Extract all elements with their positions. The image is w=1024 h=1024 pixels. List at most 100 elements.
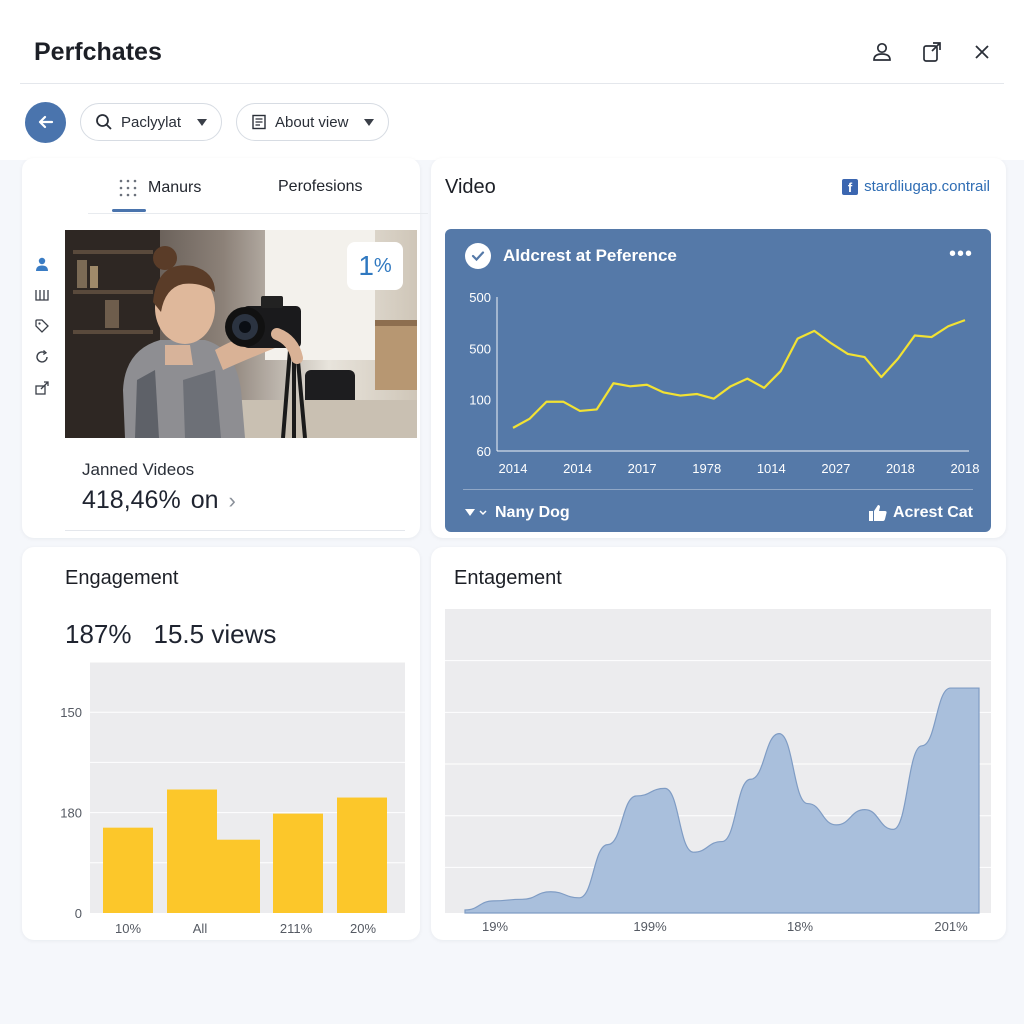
view-dropdown[interactable]: About view [236,103,390,141]
x-tick-label: 19% [482,919,508,934]
bar [167,789,217,913]
facebook-icon: f [842,178,859,195]
y-tick-label: 150 [60,705,82,720]
refresh-icon[interactable] [34,349,50,365]
user-icon[interactable] [870,40,894,64]
view-dropdown-label: About view [275,113,349,131]
divider [65,530,405,531]
x-tick-label: 2018 [951,461,980,476]
back-button[interactable] [25,101,66,143]
x-tick-label: 1014 [757,461,786,476]
tab-manurs[interactable]: Manurs [118,178,201,198]
footer-right-label: Acrest Cat [892,504,973,521]
x-tick-label: 211% [280,921,313,936]
nany-dog-toggle[interactable]: Nany Dog [465,504,570,522]
performance-panel: Aldcrest at Peference ••• 500 500 100 60 201… [445,229,991,532]
tab-label: Perofesions [278,178,363,195]
footer-left-label: Nany Dog [495,504,570,521]
x-tick-label: 20% [350,921,376,936]
panel-footer: Nany Dog Acrest Cat [463,489,973,521]
chevron-down-icon [364,118,375,126]
search-dropdown[interactable]: Paclyylat [80,103,223,141]
engagement-title: Engagement [65,567,179,589]
tag-icon[interactable] [34,318,50,334]
panel-title: Aldcrest at Peference [503,246,677,265]
video-card-title: Video [445,176,496,198]
thumbs-up-icon [868,505,887,521]
x-tick-label: 2017 [628,461,657,476]
close-icon[interactable] [970,40,994,64]
bar [212,839,260,913]
x-tick-label: 2018 [886,461,915,476]
video-thumbnail[interactable]: 1% [65,230,417,438]
engagement-views: 15.5 views [154,619,277,650]
chevron-down-icon [197,118,208,126]
bar [103,827,153,913]
bar-chart: 150 180 0 10% All 211% 20% [60,661,405,936]
panel-header: Aldcrest at Peference [465,243,677,269]
x-tick-label: 2014 [499,461,528,476]
acrest-cat-like[interactable]: Acrest Cat [868,504,973,522]
bar [337,797,387,913]
columns-icon[interactable] [34,287,50,303]
engagement-card: Engagement 187% 15.5 views 150 180 0 10% All… [22,547,420,940]
y-tick-label: 100 [469,393,491,408]
tab-bar: Manurs Perofesions [88,158,428,214]
document-icon [252,114,266,130]
views-number: 15.5 [153,619,205,649]
video-card: Video f stardliugap.contrail Aldcrest at… [431,158,1006,538]
x-tick-label: 10% [115,921,141,936]
y-tick-label: 0 [75,906,82,921]
person-icon[interactable] [34,256,50,272]
window-controls [870,40,994,64]
profile-link-text: stardliugap.contrail [864,178,990,195]
x-tick-label: 2027 [821,461,850,476]
stat-value: 418,46% [82,486,181,514]
y-tick-label: 500 [469,290,491,305]
entagement-card: Entagement 19% 199% 18% 201% [431,547,1006,940]
title-bar: Perfchates [20,20,1004,84]
percent-badge: 1% [347,242,403,290]
x-tick-label: 1978 [692,461,721,476]
export-icon[interactable] [34,380,50,396]
line-chart: 500 500 100 60 2014 2014 2017 1978 1014 2027 2018 2… [469,290,980,476]
series-line [512,319,966,429]
side-toolbar [34,256,50,396]
engagement-stats: 187% 15.5 views [65,619,276,650]
search-icon [96,114,112,130]
tab-perofesions[interactable]: Perofesions [278,178,363,196]
badge-unit: % [373,254,392,277]
chevron-right-icon: › [228,487,236,513]
series-area [464,687,980,914]
views-label: views [211,619,277,649]
area-chart: 19% 199% 18% 201% [445,609,991,934]
grid-dots-icon [119,179,137,197]
more-options-icon[interactable]: ••• [948,243,973,265]
active-tab-indicator [112,209,146,212]
toolbar: Paclyylat About view [25,101,390,143]
x-tick-label: All [193,921,208,936]
share-icon[interactable] [920,40,944,64]
stat-label: Janned Videos [82,460,195,479]
search-dropdown-label: Paclyylat [121,113,182,131]
chevron-down-icon [465,509,487,516]
check-circle-icon [465,243,491,269]
stat-value-link[interactable]: 418,46% on › [82,486,236,515]
app-title: Perfchates [34,38,162,66]
arrow-left-icon [38,115,53,129]
badge-value: 1 [358,250,374,281]
y-tick-label: 60 [477,444,491,459]
videos-card: Manurs Perofesions [22,158,428,538]
engagement-percent: 187% [65,619,132,649]
bar [273,813,323,913]
x-tick-label: 18% [787,919,813,934]
x-tick-label: 2014 [563,461,592,476]
profile-link[interactable]: f stardliugap.contrail [842,178,990,195]
y-tick-label: 500 [469,341,491,356]
y-tick-label: 180 [60,806,82,821]
x-tick-label: 199% [633,919,667,934]
stat-suffix: on [190,486,219,514]
entagement-title: Entagement [454,567,562,589]
x-tick-label: 201% [934,919,968,934]
